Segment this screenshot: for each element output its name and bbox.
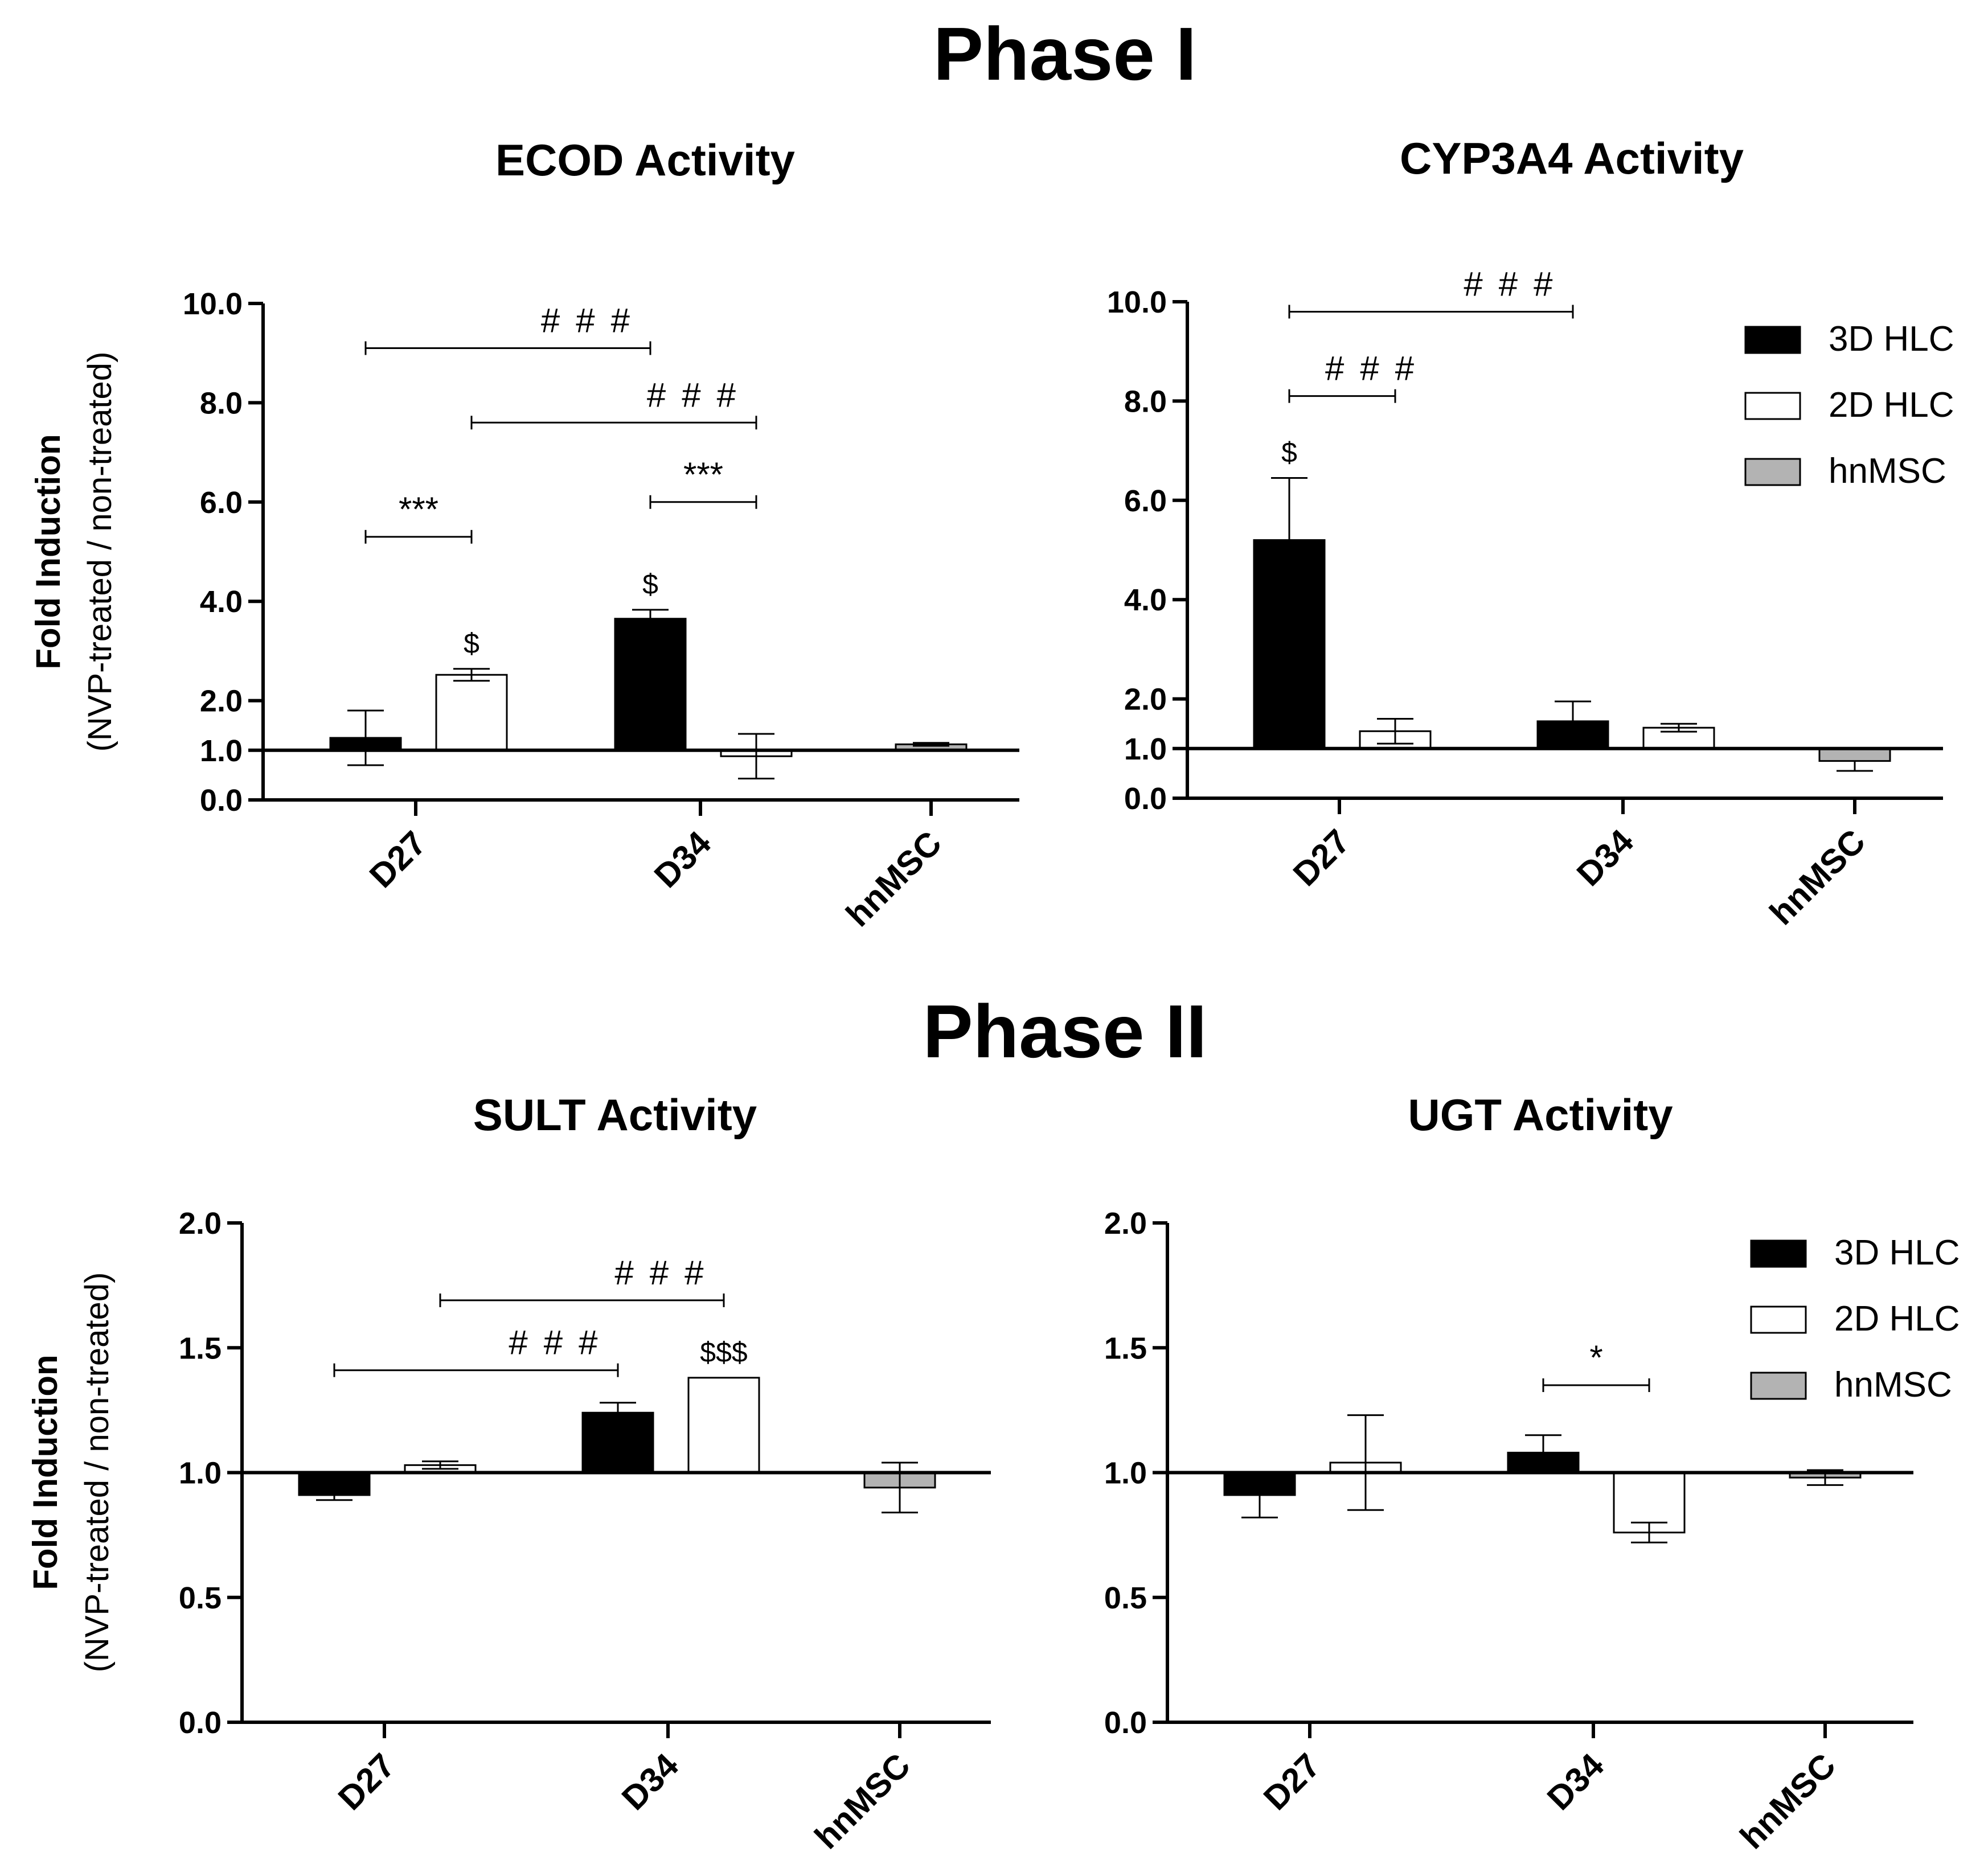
y-tick-label: 1.5: [1104, 1331, 1147, 1365]
y-tick-label: 1.0: [1104, 1456, 1147, 1491]
bracket-label: # # #: [647, 376, 740, 414]
y-tick-label: 0.0: [1124, 782, 1167, 816]
chart-sult: SULT Activity 0.0 0.5 1.0 1.5 2.0 D27 D34 hnMSC $…: [26, 1090, 991, 1856]
bracket-label: # # #: [1325, 350, 1419, 388]
y-axis-sublabel: (NVP-treated / non-treated): [79, 1272, 116, 1673]
legend: 3D HLC 2D HLC hnMSC: [1750, 1233, 1960, 1405]
bracket-label: *: [1589, 1339, 1602, 1377]
chart-title: SULT Activity: [473, 1090, 757, 1140]
legend: 3D HLC 2D HLC hnMSC: [1744, 319, 1954, 491]
y-tick-label: 1.0: [1124, 732, 1167, 766]
significance-dollar: $: [1281, 437, 1297, 469]
y-tick-label: 1.5: [179, 1331, 222, 1365]
bracket-label: # # #: [541, 301, 634, 339]
legend-swatch: [1750, 1239, 1807, 1268]
x-tick-label-hnmsc: hnMSC: [839, 824, 949, 934]
y-tick-label: 10.0: [1107, 285, 1167, 319]
y-tick-label: 8.0: [1124, 384, 1167, 418]
bar-3d-hlc-d34: [1536, 720, 1609, 750]
x-tick-label-d27: D27: [1286, 822, 1357, 893]
y-tick-label: 2.0: [179, 1206, 222, 1241]
bar-2d-hlc-d34: [687, 1377, 760, 1474]
legend-swatch: [1750, 1305, 1807, 1334]
x-tick-label-d34: D34: [647, 823, 719, 895]
y-tick-label: 2.0: [1124, 683, 1167, 717]
bar-2d-hlc-d27: [435, 674, 508, 752]
y-tick-label: 0.0: [200, 783, 243, 818]
bracket-label: # # #: [509, 1324, 602, 1362]
y-tick-label: 4.0: [1124, 583, 1167, 617]
bar-hnmsc-hnmsc: [1818, 748, 1891, 762]
y-tick-label: 1.0: [179, 1456, 222, 1491]
legend-label: 3D HLC: [1829, 319, 1954, 359]
y-axis-label: Fold Induction: [29, 434, 67, 669]
y-axis-sublabel: (NVP-treated / non-treated): [81, 352, 118, 752]
x-tick-label-d34: D34: [1540, 1746, 1612, 1817]
x-tick-label-d27: D27: [1256, 1746, 1327, 1817]
legend-label: 3D HLC: [1834, 1233, 1960, 1272]
x-tick-label-d27: D27: [362, 824, 433, 895]
x-tick-label-d34: D34: [614, 1746, 686, 1817]
x-tick-label-hnmsc: hnMSC: [808, 1746, 917, 1856]
x-tick-label-d27: D27: [331, 1746, 402, 1817]
bar-3d-hlc-d34: [1507, 1451, 1580, 1473]
y-axis-label: Fold Induction: [26, 1354, 64, 1590]
x-tick-label-d34: D34: [1569, 822, 1641, 893]
y-tick-label: 0.0: [179, 1706, 222, 1740]
x-tick-label-hnmsc: hnMSC: [1762, 822, 1872, 932]
y-tick-label: 2.0: [1104, 1206, 1147, 1241]
significance-dollar: $: [642, 568, 658, 600]
y-tick-label: 1.0: [200, 734, 243, 768]
phase1-title: Phase I: [933, 12, 1196, 96]
bracket-label: # # #: [1464, 265, 1557, 303]
chart-title: UGT Activity: [1408, 1090, 1673, 1140]
bracket-label: ***: [399, 490, 438, 528]
bar-3d-hlc-d34: [614, 618, 687, 752]
legend-label: 2D HLC: [1834, 1299, 1960, 1339]
legend-swatch: [1750, 1372, 1807, 1400]
x-tick-label-hnmsc: hnMSC: [1733, 1746, 1843, 1856]
legend-label: hnMSC: [1834, 1365, 1952, 1405]
phase2-title: Phase II: [923, 990, 1207, 1073]
y-tick-label: 0.0: [1104, 1706, 1147, 1740]
chart-ugt: UGT Activity 0.0 0.5 1.0 1.5 2.0 D27 D34 hnMSC * 3…: [1104, 1090, 1960, 1856]
y-tick-label: 4.0: [200, 585, 243, 619]
y-tick-label: 10.0: [183, 287, 243, 321]
significance-dollar: $$$: [700, 1336, 747, 1368]
legend-label: 2D HLC: [1829, 385, 1954, 425]
legend-label: hnMSC: [1829, 451, 1946, 491]
y-tick-label: 6.0: [1124, 484, 1167, 518]
chart-ecod: ECOD Activity 0.0 1.0 2.0 4.0 6.0 8.0 10.0 D27 D3…: [29, 135, 1019, 934]
bar-3d-hlc-d27: [1253, 539, 1326, 750]
y-tick-label: 6.0: [200, 486, 243, 520]
chart-title: ECOD Activity: [495, 135, 795, 185]
bar-3d-hlc-d27: [1223, 1472, 1296, 1496]
legend-swatch: [1744, 326, 1801, 354]
significance-dollar: $: [464, 627, 479, 659]
y-tick-label: 0.5: [1104, 1581, 1147, 1615]
y-tick-label: 0.5: [179, 1581, 222, 1615]
bracket-label: # # #: [614, 1254, 708, 1292]
chart-title: CYP3A4 Activity: [1400, 133, 1744, 183]
legend-swatch: [1744, 392, 1801, 420]
bracket-label: ***: [683, 455, 723, 494]
y-tick-label: 8.0: [200, 386, 243, 420]
y-tick-label: 2.0: [200, 684, 243, 719]
legend-swatch: [1744, 458, 1801, 486]
chart-cyp3a4: CYP3A4 Activity 0.0 1.0 2.0 4.0 6.0 8.0 10.0 D27…: [1107, 133, 1954, 932]
charts-layer: ECOD Activity 0.0 1.0 2.0 4.0 6.0 8.0 10.0 D27 D3…: [26, 133, 1960, 1856]
